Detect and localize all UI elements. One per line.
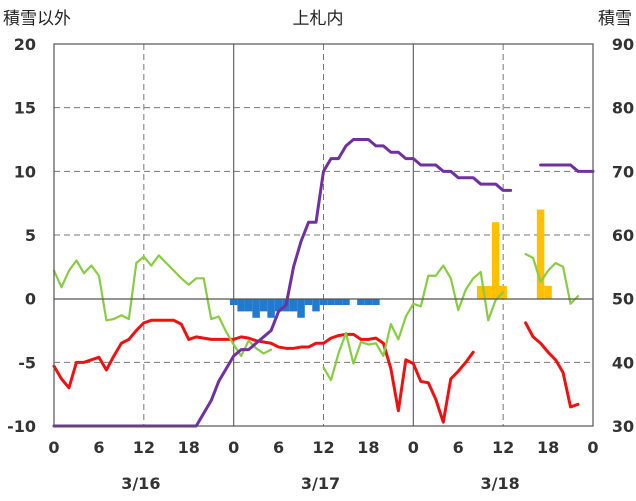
x-tick-label: 6: [93, 438, 104, 457]
date-label: 3/16: [121, 474, 160, 493]
bar-降水量: [484, 285, 492, 299]
x-tick-label: 18: [178, 438, 200, 457]
bar-積雪差: [229, 298, 238, 306]
x-tick-label: 0: [228, 438, 239, 457]
bar-降水量: [491, 222, 500, 299]
date-label: 3/17: [301, 474, 340, 493]
bar-積雪差: [259, 298, 268, 312]
left-axis-label: 積雪以外: [3, 9, 71, 29]
x-tick-label: 12: [312, 438, 334, 457]
bar-積雪差: [357, 298, 365, 306]
left-tick-label: -10: [7, 417, 36, 436]
bar-積雪差: [342, 298, 350, 306]
bar-積雪差: [312, 298, 320, 312]
bar-積雪差: [334, 298, 343, 306]
left-tick-label: -5: [18, 353, 36, 372]
bar-積雪差: [252, 298, 260, 318]
x-tick-label: 0: [587, 438, 598, 457]
left-tick-label: 15: [14, 99, 36, 118]
x-tick-label: 12: [133, 438, 155, 457]
x-axis-ticks: 0 6 12 18 0 6 12 18 0 6 12 18 0: [48, 438, 598, 457]
x-tick-label: 6: [453, 438, 464, 457]
x-tick-label: 12: [492, 438, 514, 457]
series-line-気温: [52, 318, 580, 424]
left-tick-label: 0: [25, 290, 36, 309]
plot-frame: [53, 43, 594, 427]
x-tick-label: 18: [537, 438, 559, 457]
right-axis-ticks: 90 80 70 60 50 40 30: [612, 35, 634, 436]
bar-積雪差: [319, 298, 328, 306]
right-tick-label: 30: [612, 417, 634, 436]
right-axis-label: 積雪: [598, 9, 632, 29]
bar-積雪差: [274, 298, 283, 312]
right-tick-label: 90: [612, 35, 634, 54]
date-label: 3/18: [481, 474, 520, 493]
right-tick-label: 70: [612, 162, 634, 181]
x-tick-label: 18: [357, 438, 379, 457]
x-tick-label: 6: [273, 438, 284, 457]
bar-積雪差: [237, 298, 245, 312]
bar-積雪差: [267, 298, 275, 318]
series-line-風速: [52, 253, 580, 382]
x-tick-label: 0: [48, 438, 59, 457]
bar-降水量: [536, 209, 545, 299]
left-tick-label: 10: [14, 162, 36, 181]
x-tick-label: 0: [408, 438, 419, 457]
left-tick-label: 5: [25, 226, 36, 245]
right-tick-label: 80: [612, 99, 634, 118]
bar-積雪差: [297, 298, 305, 318]
right-tick-label: 50: [612, 290, 634, 309]
right-tick-label: 60: [612, 226, 634, 245]
bar-積雪差: [372, 298, 380, 306]
bar-積雪差: [289, 298, 298, 312]
date-labels: 3/16 3/17 3/18: [121, 474, 520, 493]
bar-積雪差: [327, 298, 335, 306]
chart-title: 上札内: [293, 9, 344, 29]
bar-積雪差: [304, 298, 313, 306]
right-tick-label: 40: [612, 353, 634, 372]
bar-降水量: [544, 285, 552, 299]
bar-積雪差: [244, 298, 253, 312]
snow-diff-bars: [229, 298, 380, 318]
bar-積雪差: [364, 298, 373, 306]
bar-降水量: [476, 285, 485, 299]
left-axis-ticks: 20 15 10 5 0 -5 -10: [7, 35, 36, 436]
left-tick-label: 20: [14, 35, 36, 54]
